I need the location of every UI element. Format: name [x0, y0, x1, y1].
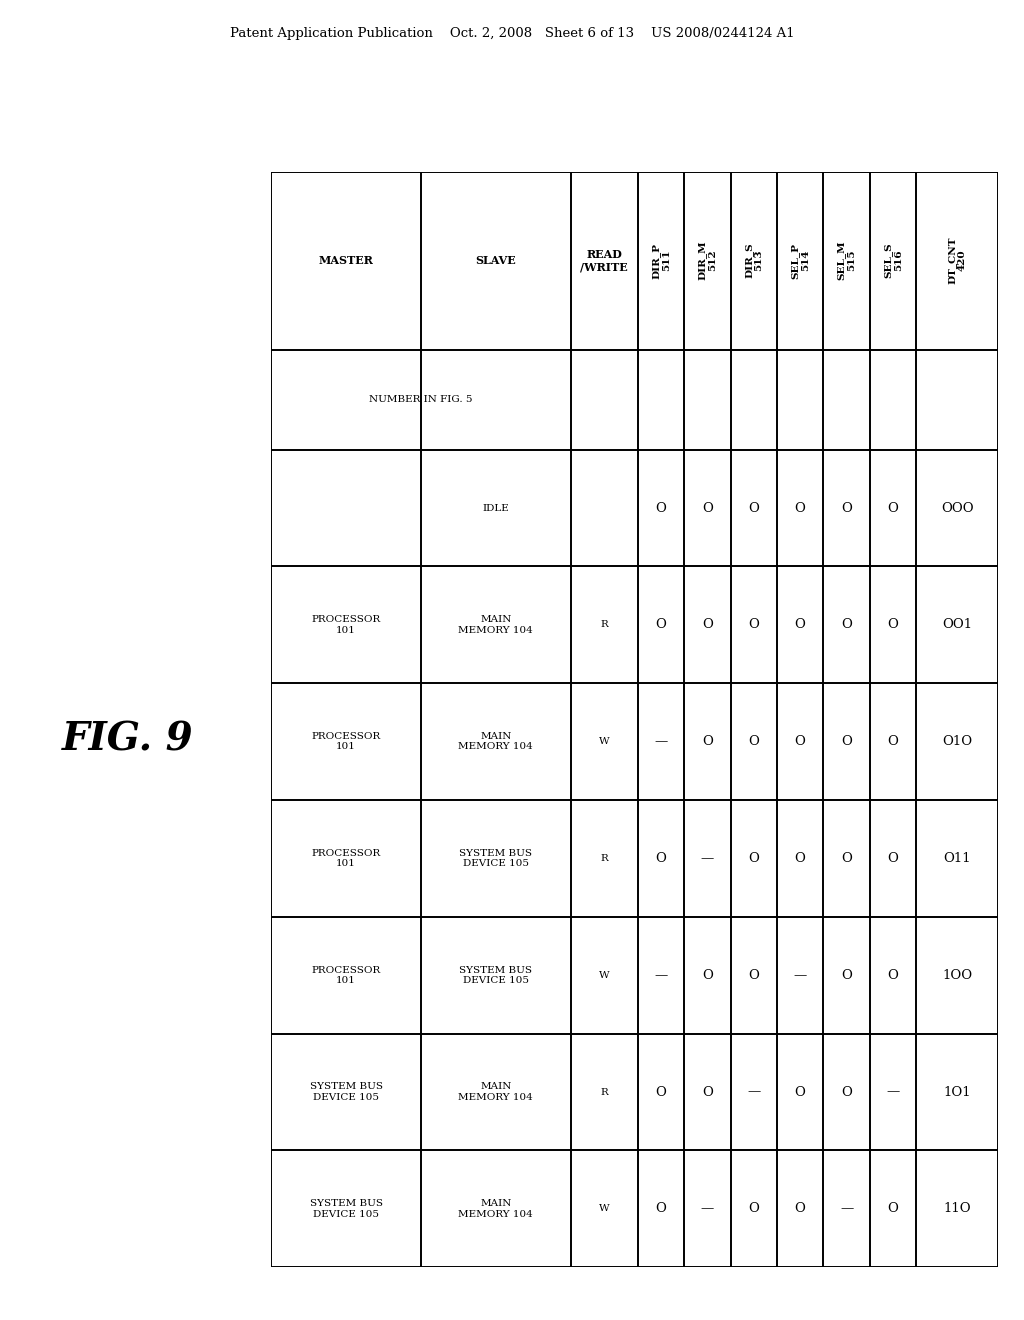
Text: O: O — [888, 618, 898, 631]
Text: DIR_P
511: DIR_P 511 — [651, 243, 671, 279]
Text: O: O — [841, 618, 852, 631]
Text: —: — — [840, 1203, 853, 1216]
Text: MAIN
MEMORY 104: MAIN MEMORY 104 — [459, 1199, 534, 1218]
Text: SEL_P
514: SEL_P 514 — [791, 243, 810, 279]
Text: O: O — [702, 735, 713, 748]
Text: O11: O11 — [943, 851, 971, 865]
Text: PROCESSOR
101: PROCESSOR 101 — [311, 615, 381, 635]
Text: O: O — [795, 851, 806, 865]
Text: READ
/WRITE: READ /WRITE — [581, 248, 628, 272]
Text: O: O — [841, 735, 852, 748]
Text: O: O — [702, 618, 713, 631]
Text: SLAVE: SLAVE — [475, 255, 516, 267]
Text: O: O — [841, 502, 852, 515]
Text: W: W — [599, 970, 609, 979]
Text: PROCESSOR
101: PROCESSOR 101 — [311, 849, 381, 869]
Text: O: O — [841, 1085, 852, 1098]
Text: R: R — [600, 620, 608, 630]
Text: SEL_M
515: SEL_M 515 — [837, 240, 856, 280]
Text: O1O: O1O — [942, 735, 973, 748]
Text: —: — — [654, 735, 668, 748]
Text: O: O — [655, 851, 667, 865]
Text: —: — — [700, 1203, 714, 1216]
Text: O: O — [888, 502, 898, 515]
Text: O: O — [655, 618, 667, 631]
Text: O: O — [888, 1203, 898, 1216]
Text: 11O: 11O — [943, 1203, 971, 1216]
Text: MAIN
MEMORY 104: MAIN MEMORY 104 — [459, 1082, 534, 1102]
Text: R: R — [600, 1088, 608, 1097]
Text: PROCESSOR
101: PROCESSOR 101 — [311, 965, 381, 985]
Text: —: — — [887, 1085, 899, 1098]
Text: —: — — [700, 851, 714, 865]
Text: 1OO: 1OO — [942, 969, 973, 982]
Text: DT_CNT
420: DT_CNT 420 — [947, 236, 967, 284]
Text: O: O — [888, 851, 898, 865]
Text: OO1: OO1 — [942, 618, 973, 631]
Text: —: — — [654, 969, 668, 982]
Text: —: — — [794, 969, 807, 982]
Text: O: O — [795, 502, 806, 515]
Text: O: O — [795, 1085, 806, 1098]
Text: FIG. 9: FIG. 9 — [62, 721, 194, 758]
Text: O: O — [749, 1203, 759, 1216]
Text: W: W — [599, 1204, 609, 1213]
Text: SYSTEM BUS
DEVICE 105: SYSTEM BUS DEVICE 105 — [459, 965, 532, 985]
Text: SYSTEM BUS
DEVICE 105: SYSTEM BUS DEVICE 105 — [309, 1082, 383, 1102]
Text: O: O — [655, 502, 667, 515]
Text: O: O — [749, 735, 759, 748]
Text: O: O — [888, 969, 898, 982]
Text: O: O — [841, 851, 852, 865]
Text: O: O — [795, 735, 806, 748]
Text: PROCESSOR
101: PROCESSOR 101 — [311, 733, 381, 751]
Text: MAIN
MEMORY 104: MAIN MEMORY 104 — [459, 733, 534, 751]
Text: O: O — [655, 1203, 667, 1216]
Text: R: R — [600, 854, 608, 863]
Text: DIR_M
512: DIR_M 512 — [697, 240, 717, 280]
Text: O: O — [841, 969, 852, 982]
Text: SEL_S
516: SEL_S 516 — [884, 243, 902, 279]
Text: SYSTEM BUS
DEVICE 105: SYSTEM BUS DEVICE 105 — [309, 1199, 383, 1218]
Text: O: O — [702, 969, 713, 982]
Text: DIR_S
513: DIR_S 513 — [744, 243, 764, 279]
Text: OOO: OOO — [941, 502, 974, 515]
Text: O: O — [749, 851, 759, 865]
Text: O: O — [749, 969, 759, 982]
Text: 1O1: 1O1 — [943, 1085, 971, 1098]
Text: O: O — [795, 618, 806, 631]
Text: IDLE: IDLE — [482, 503, 509, 512]
Text: O: O — [702, 502, 713, 515]
Text: O: O — [795, 1203, 806, 1216]
Text: MASTER: MASTER — [318, 255, 374, 267]
Text: O: O — [749, 502, 759, 515]
Text: Patent Application Publication    Oct. 2, 2008   Sheet 6 of 13    US 2008/024412: Patent Application Publication Oct. 2, 2… — [229, 26, 795, 40]
Text: NUMBER IN FIG. 5: NUMBER IN FIG. 5 — [370, 395, 473, 404]
Text: MAIN
MEMORY 104: MAIN MEMORY 104 — [459, 615, 534, 635]
Text: O: O — [702, 1085, 713, 1098]
Text: W: W — [599, 737, 609, 746]
Text: —: — — [748, 1085, 761, 1098]
Text: SYSTEM BUS
DEVICE 105: SYSTEM BUS DEVICE 105 — [459, 849, 532, 869]
Text: O: O — [749, 618, 759, 631]
Text: O: O — [888, 735, 898, 748]
Text: O: O — [655, 1085, 667, 1098]
